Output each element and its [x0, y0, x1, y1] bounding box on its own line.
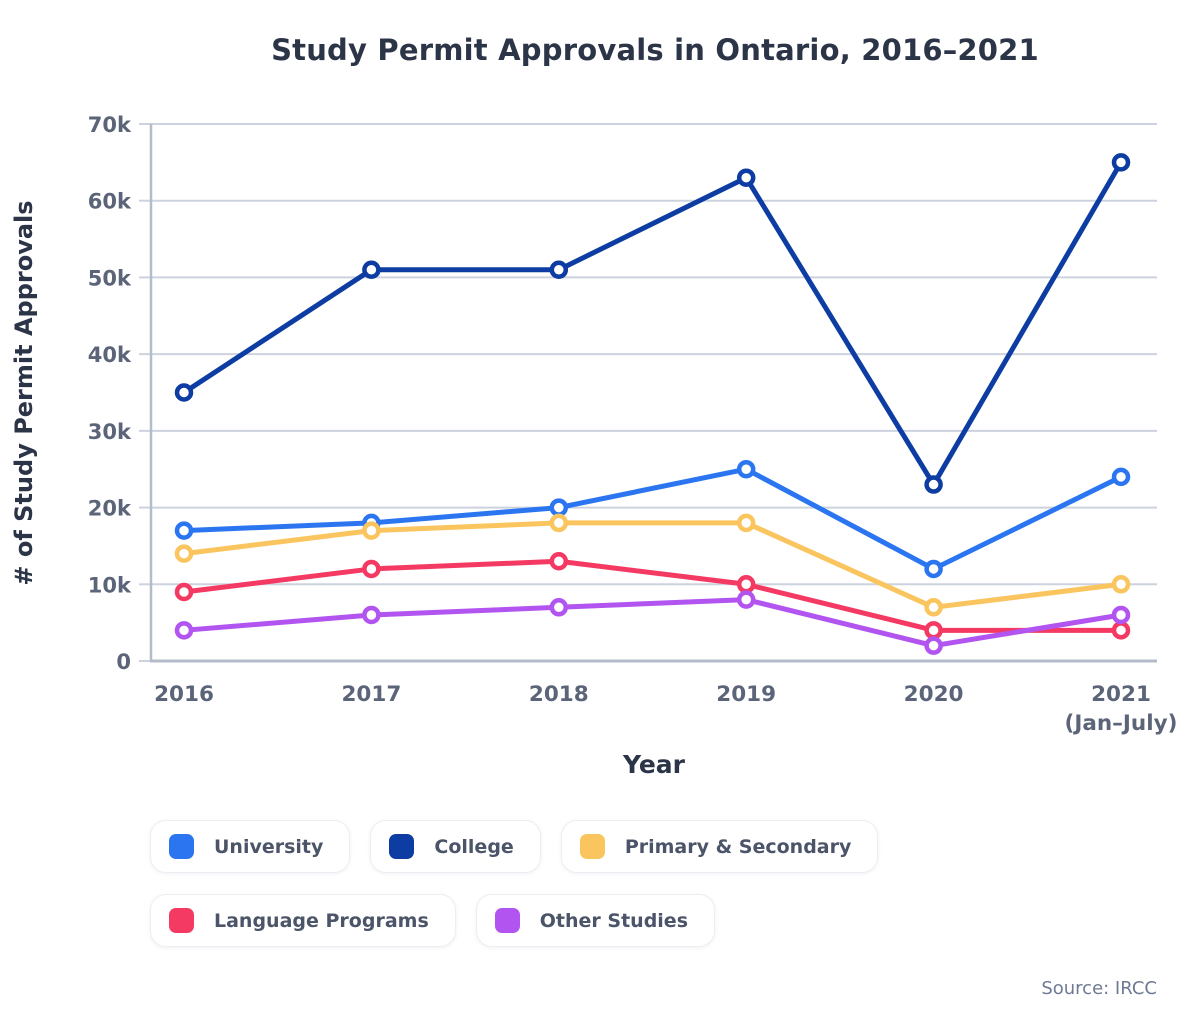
legend-label: University: [214, 835, 324, 858]
series-marker-language-programs-2017: [362, 559, 381, 579]
series-line-language-programs: [181, 558, 1124, 633]
y-tick-label: 70k: [88, 113, 132, 137]
y-tick-label: 60k: [88, 190, 132, 214]
series-marker-primary-secondary-2021: [1111, 575, 1131, 594]
series-marker-other-studies-2018: [549, 598, 569, 617]
series-marker-primary-secondary-2020: [924, 598, 943, 617]
legend-swatch-college: [389, 834, 415, 859]
series-line-primary-secondary: [181, 520, 1124, 610]
legend-row: University College Primary & Secondary: [150, 820, 879, 873]
series-marker-college-2016: [174, 383, 194, 402]
x-tick-label: 2020: [904, 682, 964, 707]
series-marker-other-studies-2019: [736, 590, 756, 609]
legend-label: Other Studies: [539, 909, 688, 932]
series-marker-other-studies-2020: [924, 636, 943, 655]
source-caption: Source: IRCC: [1041, 978, 1157, 999]
x-tick-sublabel: (Jan–July): [1065, 711, 1178, 736]
series-marker-university-2019: [736, 459, 756, 479]
y-tick-label: 50k: [88, 266, 132, 290]
series-marker-primary-secondary-2016: [174, 544, 194, 563]
x-tick-label: 2017: [341, 682, 401, 707]
y-tick-label: 10k: [88, 573, 132, 597]
legend-label: College: [434, 835, 514, 858]
x-tick-label: 2019: [716, 682, 776, 707]
y-tick-label: 40k: [88, 343, 132, 367]
legend-label: Language Programs: [214, 909, 429, 932]
legend-item-primary-secondary[interactable]: Primary & Secondary: [560, 820, 879, 873]
series-marker-language-programs-2021: [1111, 621, 1131, 640]
series-marker-language-programs-2018: [549, 552, 569, 571]
series-marker-primary-secondary-2019: [736, 513, 756, 533]
legend-item-university[interactable]: University: [150, 820, 351, 873]
series-marker-other-studies-2021: [1111, 605, 1131, 625]
legend-swatch-language-programs: [169, 908, 194, 933]
legend-item-college[interactable]: College: [370, 820, 541, 873]
y-tick-label: 30k: [88, 420, 132, 444]
legend-swatch-university: [169, 834, 194, 859]
legend-label: Primary & Secondary: [624, 835, 852, 858]
series-marker-other-studies-2017: [362, 605, 381, 625]
series-line-university: [181, 466, 1124, 572]
chart-title: Study Permit Approvals in Ontario, 2016–…: [271, 33, 1039, 67]
series-marker-college-2020: [924, 475, 943, 494]
series-marker-university-2018: [549, 498, 569, 517]
series-marker-college-2017: [362, 260, 381, 280]
series-line-college: [181, 159, 1124, 488]
line-chart: 0 10k 20k 30k 40k 50k 60k 70k 2016 2017 2018 2019 20…: [88, 113, 1178, 736]
legend-swatch-primary-secondary: [579, 834, 605, 859]
x-tick-label: 2016: [154, 682, 214, 707]
series-marker-language-programs-2019: [736, 575, 756, 594]
y-tick-label: 0: [116, 650, 131, 674]
series-marker-college-2021: [1111, 153, 1131, 172]
series-marker-college-2018: [549, 260, 569, 280]
series-marker-university-2016: [174, 521, 194, 540]
x-tick-label: 2021: [1091, 682, 1151, 707]
series-marker-university-2021: [1111, 467, 1131, 487]
x-axis-title: Year: [623, 750, 685, 779]
series-marker-other-studies-2016: [174, 621, 194, 640]
x-tick-label: 2018: [529, 682, 589, 707]
series-line-other-studies: [181, 597, 1124, 649]
legend-swatch-other-studies: [494, 908, 520, 933]
series-marker-primary-secondary-2017: [362, 521, 381, 540]
legend-item-language-programs[interactable]: Language Programs: [150, 894, 456, 947]
series-marker-college-2019: [736, 168, 756, 187]
series-marker-language-programs-2016: [174, 582, 194, 602]
y-tick-label: 20k: [88, 497, 132, 521]
series-marker-university-2020: [924, 559, 943, 579]
series-marker-language-programs-2020: [924, 621, 943, 640]
series-marker-primary-secondary-2018: [549, 513, 569, 533]
legend-row: Language Programs Other Studies: [150, 894, 878, 947]
legend: University College Primary & Secondary Lang…: [150, 820, 879, 947]
legend-item-other-studies[interactable]: Other Studies: [475, 894, 715, 947]
